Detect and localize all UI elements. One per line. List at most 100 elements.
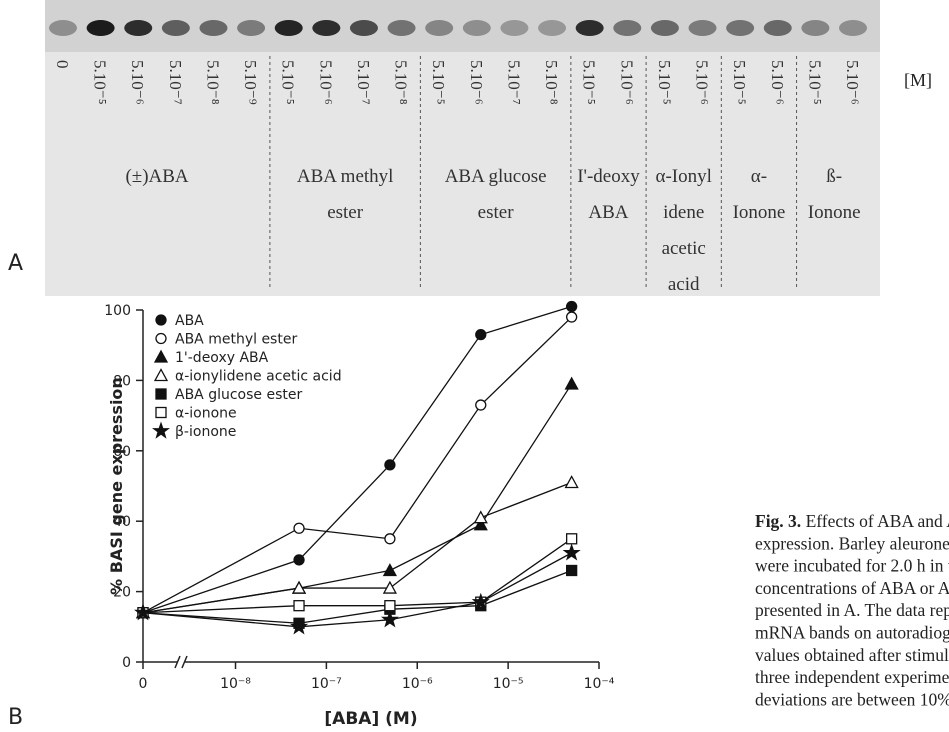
band	[162, 20, 190, 36]
band	[237, 20, 265, 36]
y-tick-label: 0	[122, 655, 131, 671]
y-tick-label: 100	[104, 303, 131, 319]
page: A [M] B 0 5.10⁻⁵ 5.10⁻⁶ 5.10⁻⁷ 5.10⁻⁸ 5.10⁻⁹ (…	[0, 0, 949, 732]
band	[350, 20, 378, 36]
group-label: ABA methyl	[297, 166, 394, 187]
band	[312, 20, 340, 36]
group-label: ABA	[588, 202, 628, 223]
group-label: α-Ionyl	[656, 166, 712, 187]
band	[87, 20, 115, 36]
data-point	[567, 565, 577, 575]
data-point	[566, 378, 578, 389]
band	[124, 20, 152, 36]
panel-label: A	[8, 251, 23, 276]
series-line	[143, 482, 572, 612]
data-point	[476, 330, 486, 340]
group-label: α-	[751, 166, 767, 187]
data-point	[565, 545, 579, 559]
series-line	[143, 553, 572, 627]
group-label: I'-deoxy	[577, 166, 640, 187]
x-tick-label: 10⁻⁴	[584, 676, 615, 692]
lane-label: 5.10⁻⁶	[768, 60, 787, 105]
caption-line: three independent experiments	[755, 667, 949, 687]
legend-marker	[155, 351, 167, 362]
caption-text: values obtained after stimulatio	[755, 645, 949, 665]
legend-label: α-ionylidene acetic acid	[175, 369, 342, 385]
band	[500, 20, 528, 36]
band	[463, 20, 491, 36]
panel-label: B	[8, 705, 23, 730]
group-label: acid	[668, 274, 700, 295]
lane-label: 5.10⁻⁹	[241, 60, 260, 105]
band	[764, 20, 792, 36]
caption-text: Effects of ABA and ABA	[801, 511, 949, 531]
band	[801, 20, 829, 36]
lane-label: 5.10⁻⁵	[730, 60, 749, 105]
caption-line: mRNA bands on autoradiogram	[755, 623, 949, 643]
x-tick-label: 10⁻⁸	[220, 676, 251, 692]
legend-marker	[155, 370, 167, 381]
x-tick-label: 10⁻⁷	[311, 676, 342, 692]
x-tick-label: 10⁻⁶	[402, 676, 433, 692]
caption-text: were incubated for 2.0 h in the	[755, 556, 949, 576]
caption-text: mRNA bands on autoradiogram	[755, 623, 949, 643]
lane-label: 5.10⁻⁷	[354, 60, 373, 105]
x-tick-label: 10⁻⁵	[493, 676, 524, 692]
band	[651, 20, 679, 36]
band	[726, 20, 754, 36]
data-point	[294, 523, 304, 533]
caption-line: were incubated for 2.0 h in the	[755, 556, 949, 576]
lane-label: 5.10⁻⁷	[166, 60, 185, 105]
lane-label: 5.10⁻⁵	[805, 60, 824, 105]
lane-label: 5.10⁻⁶	[617, 60, 636, 105]
band	[425, 20, 453, 36]
group-label: Ionone	[733, 202, 786, 223]
legend-marker	[156, 315, 166, 325]
data-point	[567, 312, 577, 322]
lane-label: 0	[53, 60, 72, 69]
data-point	[385, 460, 395, 470]
figure: A [M] B 0 5.10⁻⁵ 5.10⁻⁶ 5.10⁻⁷ 5.10⁻⁸ 5.10⁻⁹ (…	[0, 0, 949, 732]
group-label: (±)ABA	[125, 166, 188, 187]
caption-text: concentrations of ABA or ABA	[755, 578, 949, 598]
group-label: ABA glucose	[445, 166, 547, 187]
band	[689, 20, 717, 36]
legend-label: α-ionone	[175, 406, 237, 422]
band	[199, 20, 227, 36]
caption-text: expression. Barley aleurone pro	[755, 533, 949, 553]
series-line	[143, 539, 572, 613]
lane-label: 5.10⁻⁶	[467, 60, 486, 105]
x-tick-label: 0	[139, 676, 148, 692]
lane-label: 5.10⁻⁶	[693, 60, 712, 105]
band	[49, 20, 77, 36]
group-label: acetic	[662, 238, 706, 259]
band	[538, 20, 566, 36]
data-point	[385, 534, 395, 544]
lane-label: 5.10⁻⁵	[279, 60, 298, 105]
data-point	[385, 601, 395, 611]
lane-label: 5.10⁻⁶	[316, 60, 335, 105]
group-label: idene	[663, 202, 704, 223]
group-label: ß-	[826, 166, 842, 187]
unit-label: [M]	[904, 70, 932, 90]
legend-label: ABA	[175, 313, 204, 329]
caption-line: values obtained after stimulatio	[755, 645, 949, 665]
caption-text: deviations are between 10% and	[755, 689, 949, 709]
caption-text: three independent experiments	[755, 667, 949, 687]
group-label: Ionone	[808, 202, 861, 223]
caption-line: expression. Barley aleurone pro	[755, 533, 949, 553]
data-point	[567, 534, 577, 544]
caption-label: Fig. 3.	[755, 511, 801, 531]
legend-label: ABA glucose ester	[175, 387, 302, 403]
caption-line: deviations are between 10% and	[755, 689, 949, 709]
data-point	[384, 564, 396, 575]
lane-label: 5.10⁻⁸	[392, 60, 411, 105]
legend-label: ABA methyl ester	[175, 332, 297, 348]
lane-label: 5.10⁻⁵	[429, 60, 448, 105]
lane-label: 5.10⁻⁸	[203, 60, 222, 105]
lane-label: 5.10⁻⁶	[128, 60, 147, 105]
lane-label: 5.10⁻⁶	[843, 60, 862, 105]
caption-text: presented in A. The data repres	[755, 600, 949, 620]
data-point	[567, 301, 577, 311]
caption-line: Fig. 3. Effects of ABA and ABA	[755, 511, 949, 531]
